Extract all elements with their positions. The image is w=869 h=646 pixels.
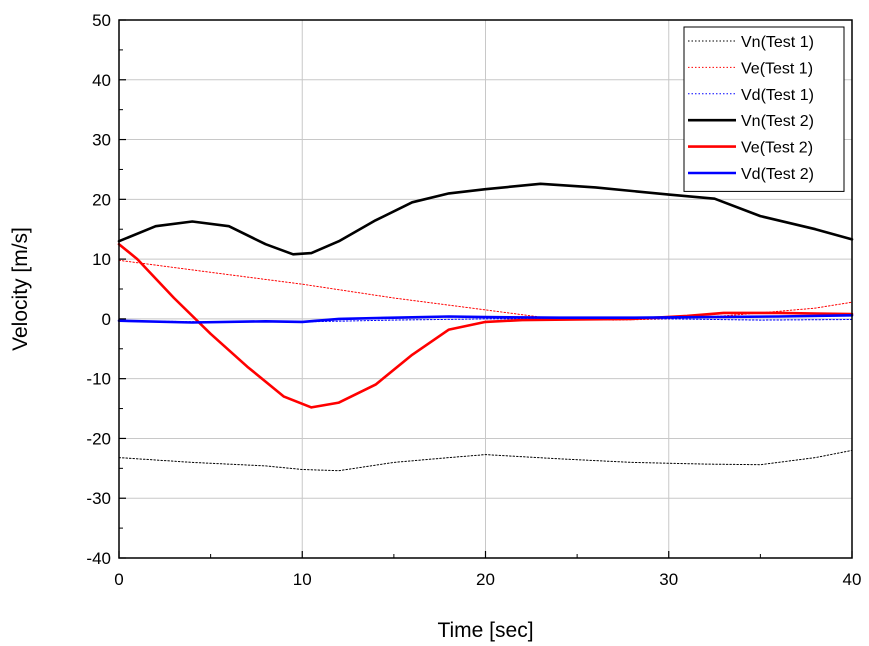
legend-label: Vn(Test 2) [741, 113, 814, 130]
series-layer [117, 182, 854, 472]
legend: Vn(Test 1) Ve(Test 1) Vd(Test 1) Vn(Test 2)… [683, 26, 845, 192]
series-line-5 [117, 313, 854, 324]
series-line-4 [117, 242, 854, 409]
x-tick-label: 30 [659, 570, 678, 589]
legend-label: Ve(Test 1) [741, 60, 813, 77]
x-tick-label: 0 [114, 570, 123, 589]
legend-label: Vn(Test 1) [741, 34, 814, 51]
legend-label: Vd(Test 1) [741, 87, 814, 104]
legend-label: Vd(Test 2) [741, 166, 814, 183]
y-tick-label: -30 [86, 489, 111, 508]
series-line-0 [118, 449, 853, 472]
y-tick-label: 10 [92, 250, 111, 269]
y-tick-label: 50 [92, 11, 111, 30]
axis-ticks: 0 10 20 30 40 -40 -30 -20 -10 0 10 20 30 40 50 [86, 11, 861, 589]
x-tick-label: 40 [843, 570, 862, 589]
y-tick-label: 40 [92, 71, 111, 90]
x-axis-title: Time [sec] [437, 619, 533, 642]
y-tick-label: 30 [92, 131, 111, 150]
x-tick-label: 10 [293, 570, 312, 589]
y-tick-label: 20 [92, 190, 111, 209]
y-tick-label: 0 [102, 310, 111, 329]
legend-box [683, 26, 845, 192]
y-tick-label: -10 [86, 370, 111, 389]
x-tick-label: 20 [476, 570, 495, 589]
series-line-3 [117, 182, 854, 256]
y-axis-title: Velocity [m/s] [9, 227, 32, 351]
y-tick-label: -40 [86, 549, 111, 568]
legend-label: Ve(Test 2) [741, 140, 813, 157]
y-tick-label: -20 [86, 429, 111, 448]
